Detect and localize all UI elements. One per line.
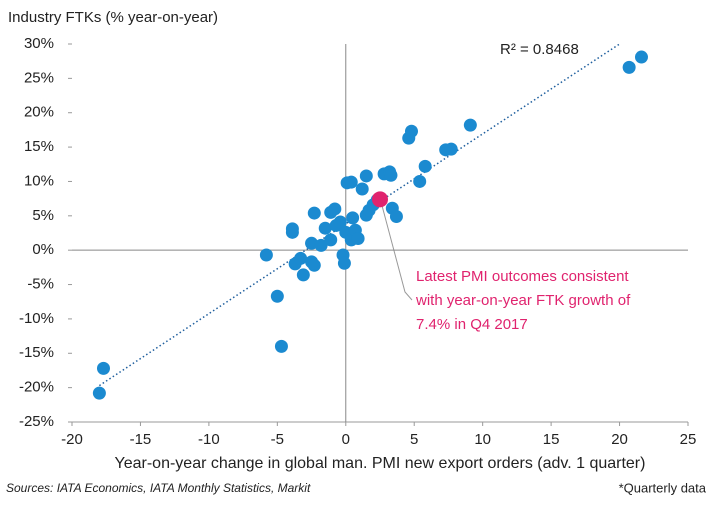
point (389, 210, 403, 224)
point (346, 211, 360, 225)
point (307, 206, 321, 220)
x-tick-label: 10 (474, 431, 491, 448)
point (314, 238, 328, 252)
x-tick-label: 5 (410, 431, 418, 448)
trendline (98, 43, 620, 387)
point (404, 124, 418, 138)
point (418, 159, 432, 173)
point (96, 361, 110, 375)
point (444, 142, 458, 156)
x-tick-label: -20 (61, 431, 83, 448)
footnote: *Quarterly data (619, 480, 707, 495)
annotation: Latest PMI outcomes consistent (416, 268, 629, 285)
y-tick-label: 5% (32, 207, 54, 224)
point (362, 203, 376, 217)
point (337, 256, 351, 270)
y-tick-label: 0% (32, 241, 54, 258)
point (333, 215, 347, 229)
y-tick-label: 15% (24, 138, 54, 155)
point (344, 175, 358, 189)
annotation: 7.4% in Q4 2017 (416, 316, 528, 333)
x-tick-label: 25 (680, 431, 697, 448)
point (413, 174, 427, 188)
point (351, 231, 365, 245)
y-tick-label: -10% (19, 310, 54, 327)
point (274, 339, 288, 353)
x-tick-label: -10 (198, 431, 220, 448)
point (463, 118, 477, 132)
y-tick-label: -20% (19, 379, 54, 396)
source-note: Sources: IATA Economics, IATA Monthly St… (6, 481, 311, 495)
point (318, 221, 332, 235)
point (307, 258, 321, 272)
y-tick-label: -15% (19, 344, 54, 361)
y-tick-label: 20% (24, 104, 54, 121)
point (634, 50, 648, 64)
y-tick-label: -25% (19, 413, 54, 430)
leader-line (379, 197, 413, 301)
x-tick-label: -15 (130, 431, 152, 448)
y-tick-label: 25% (24, 69, 54, 86)
point (355, 182, 369, 196)
y-tick-label: -5% (27, 276, 54, 293)
point (372, 191, 388, 208)
point (359, 169, 373, 183)
point (296, 268, 310, 282)
point (270, 289, 284, 303)
point (384, 168, 398, 182)
x-tick-label: 20 (611, 431, 628, 448)
point (622, 60, 636, 74)
point (259, 248, 273, 262)
x-tick-label: 15 (543, 431, 560, 448)
r-squared-label: R² = 0.8468 (500, 41, 579, 58)
point (328, 202, 342, 216)
point (324, 233, 338, 247)
y-tick-label: 10% (24, 172, 54, 189)
x-tick-label: 0 (342, 431, 350, 448)
y-axis-label: Industry FTKs (% year-on-year) (8, 9, 218, 26)
y-tick-label: 30% (24, 35, 54, 52)
annotation: with year-on-year FTK growth of (415, 292, 631, 309)
x-axis-label: Year-on-year change in global man. PMI n… (115, 455, 646, 472)
point (285, 222, 299, 236)
point (294, 251, 308, 265)
x-tick-label: -5 (271, 431, 284, 448)
point (92, 386, 106, 400)
